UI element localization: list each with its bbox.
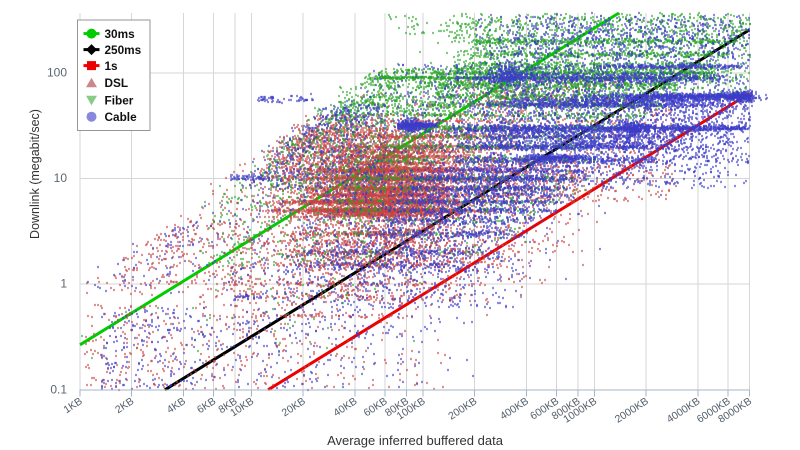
svg-text:2KB: 2KB <box>113 395 136 416</box>
svg-text:40KB: 40KB <box>331 395 359 419</box>
svg-text:20KB: 20KB <box>280 395 308 419</box>
svg-text:Average inferred buffered data: Average inferred buffered data <box>327 433 504 448</box>
svg-text:2000KB: 2000KB <box>613 395 651 425</box>
svg-text:0.1: 0.1 <box>50 382 67 396</box>
svg-text:1KB: 1KB <box>61 395 84 416</box>
svg-text:30ms: 30ms <box>105 27 136 41</box>
svg-text:200KB: 200KB <box>446 395 479 422</box>
svg-text:10: 10 <box>54 171 68 185</box>
svg-text:4000KB: 4000KB <box>665 395 703 425</box>
svg-text:1s: 1s <box>105 59 119 73</box>
svg-text:100: 100 <box>47 66 67 80</box>
svg-text:Cable: Cable <box>105 110 138 124</box>
svg-text:DSL: DSL <box>105 76 129 90</box>
svg-text:Fiber: Fiber <box>105 93 134 107</box>
svg-text:Downlink (megabit/sec): Downlink (megabit/sec) <box>28 109 42 239</box>
svg-text:6KB: 6KB <box>195 395 218 416</box>
svg-text:250ms: 250ms <box>105 43 142 57</box>
svg-text:4KB: 4KB <box>165 395 188 416</box>
svg-text:400KB: 400KB <box>498 395 531 422</box>
svg-text:1: 1 <box>60 277 67 291</box>
